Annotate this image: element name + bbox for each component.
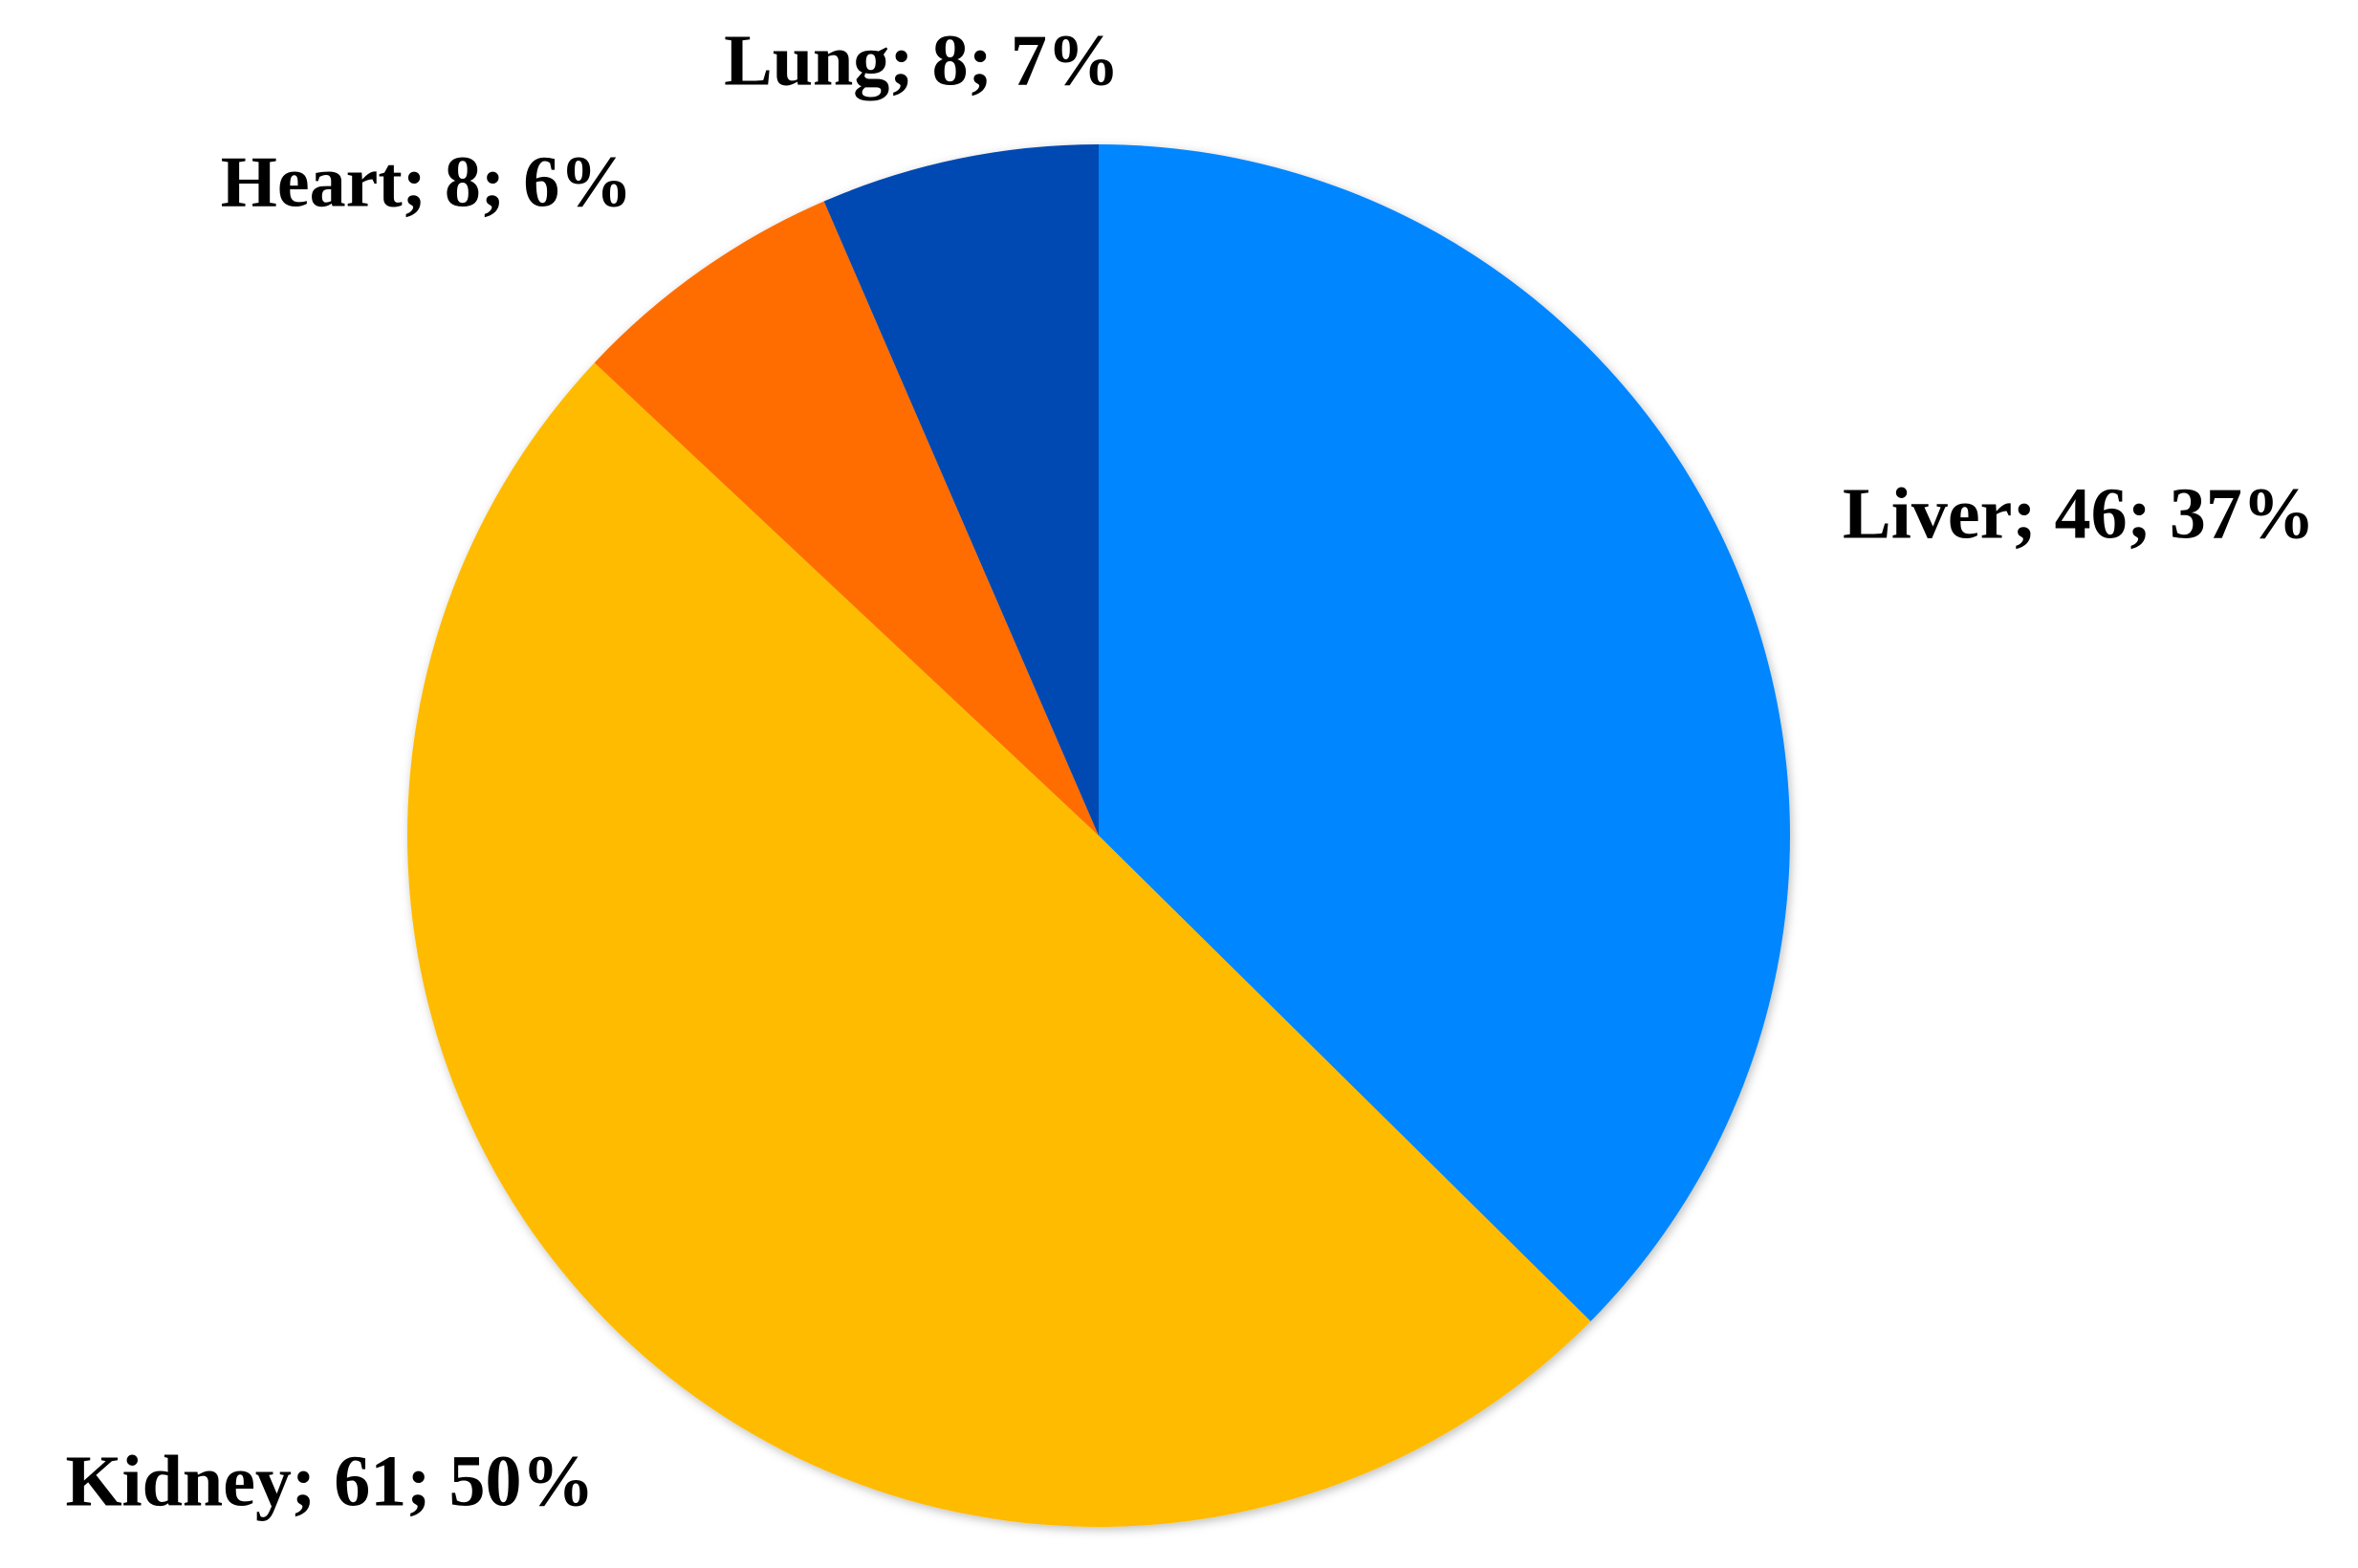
pie-slice (823, 144, 1099, 836)
data-label: Heart; 8; 6% (221, 142, 633, 222)
pie-slice (406, 362, 1591, 1528)
data-label: Kidney; 61; 50% (65, 1441, 594, 1521)
data-label: Liver; 46; 37% (1843, 473, 2315, 554)
data-label: Lung; 8; 7% (724, 20, 1120, 100)
pie-slice (594, 201, 1099, 837)
pie (406, 144, 1790, 1528)
pie-slice (1099, 144, 1790, 1321)
